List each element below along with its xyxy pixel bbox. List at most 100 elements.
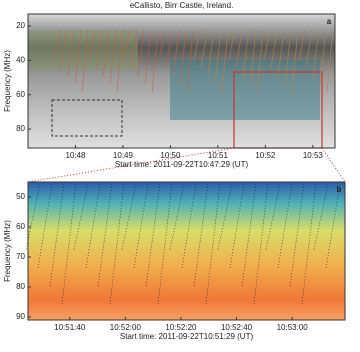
burst-stroke [179,29,187,85]
burst-stroke [249,29,257,85]
spectrogram-b [28,182,345,320]
burst-stroke [217,183,233,251]
x-tick-label: 10:50 [160,151,181,160]
burst-stroke [130,29,138,69]
burst-stroke [85,183,101,269]
burst-stroke [205,183,221,305]
burst-stroke [241,183,257,287]
burst-stroke [102,29,110,77]
burst-stroke [37,183,53,269]
dashed-box [51,99,123,137]
burst-stroke [25,183,41,251]
zoom-line [321,147,346,183]
burst-stroke [319,29,327,85]
y-tick-label: 80 [16,282,25,291]
y-tick-label: 60 [16,90,25,99]
x-tick-label: 10:52:20 [165,323,197,332]
burst-stroke [95,29,103,69]
x-tick-label: 10:53 [303,151,324,160]
burst-stroke [74,29,82,85]
burst-stroke [121,183,137,251]
burst-region [170,60,320,120]
y-tick-label: 40 [16,55,25,64]
panel-label: a [327,17,332,26]
burst-stroke [53,29,61,61]
burst-stroke [312,29,320,77]
burst-stroke [235,29,243,69]
burst-stroke [61,183,77,305]
burst-stroke [144,29,152,85]
burst-stroke [193,183,209,287]
burst-stroke [169,183,185,251]
burst-stroke [214,29,222,85]
burst-stroke [109,183,125,305]
burst-stroke [109,29,117,85]
burst-stroke [228,29,236,61]
burst-stroke [277,29,285,77]
burst-stroke [116,29,124,93]
burst-stroke [60,29,68,69]
burst-stroke [284,29,292,85]
panel-art [27,13,346,321]
burst-stroke [181,183,197,269]
x-tick-label: 10:52:00 [110,323,142,332]
burst-stroke [123,29,131,61]
y-axis-label: Frequency (MHz) [3,50,12,112]
burst-stroke [81,29,89,93]
y-axis-label: Frequency (MHz) [3,220,12,282]
burst-stroke [73,183,89,251]
burst-stroke [325,183,341,269]
burst-stroke [165,29,173,69]
burst-stroke [193,29,201,61]
x-tick-label: 10:49 [113,151,134,160]
burst-stroke [186,29,194,93]
y-tick-label: 50 [16,192,25,201]
x-tick-label: 10:52 [255,151,276,160]
burst-stroke [253,183,269,305]
chart-title: eCallisto, Birr Castle, Ireland. [130,1,234,10]
burst-stroke [137,29,145,77]
burst-stroke [151,29,159,93]
y-tick-label: 20 [16,21,25,30]
burst-stroke [221,29,229,93]
x-tick-label: 10:48 [65,151,86,160]
burst-stroke [133,183,149,269]
y-tick-label: 60 [16,222,25,231]
burst-stroke [277,183,293,269]
burst-stroke [301,183,317,305]
burst-stroke [207,29,215,77]
frame [27,181,346,321]
burst-stroke [305,29,313,69]
y-tick-label: 70 [16,252,25,261]
burst-stroke [298,29,306,61]
burst-stroke [67,29,75,77]
burst-stroke [256,29,264,93]
y-tick-label: 80 [16,124,25,133]
burst-stroke [265,183,281,251]
burst-stroke [200,29,208,69]
burst-stroke [291,29,299,93]
x-tick-label: 10:51:40 [54,323,86,332]
burst-stroke [289,183,305,287]
x-tick-label: 10:53:00 [277,323,309,332]
burst-stroke [158,29,166,61]
burst-stroke [270,29,278,69]
x-tick-label: 10:52:40 [221,323,253,332]
burst-stroke [157,183,173,305]
x-tick-label: 10:51 [208,151,229,160]
burst-stroke [326,29,334,93]
x-axis-label: Start time: 2011-09-22T10:47:29 (UT) [115,160,249,169]
burst-stroke [172,29,180,77]
x-axis-label: Start time: 2011-09-22T10:51:29 (UT) [120,332,254,341]
burst-stroke [97,183,113,287]
burst-stroke [313,183,329,251]
burst-region [28,30,138,70]
burst-stroke [88,29,96,61]
burst-stroke [49,183,65,287]
panel-label: b [337,185,342,194]
y-tick-label: 90 [16,312,25,321]
burst-stroke [229,183,245,269]
burst-stroke [145,183,161,287]
burst-stroke [263,29,271,61]
